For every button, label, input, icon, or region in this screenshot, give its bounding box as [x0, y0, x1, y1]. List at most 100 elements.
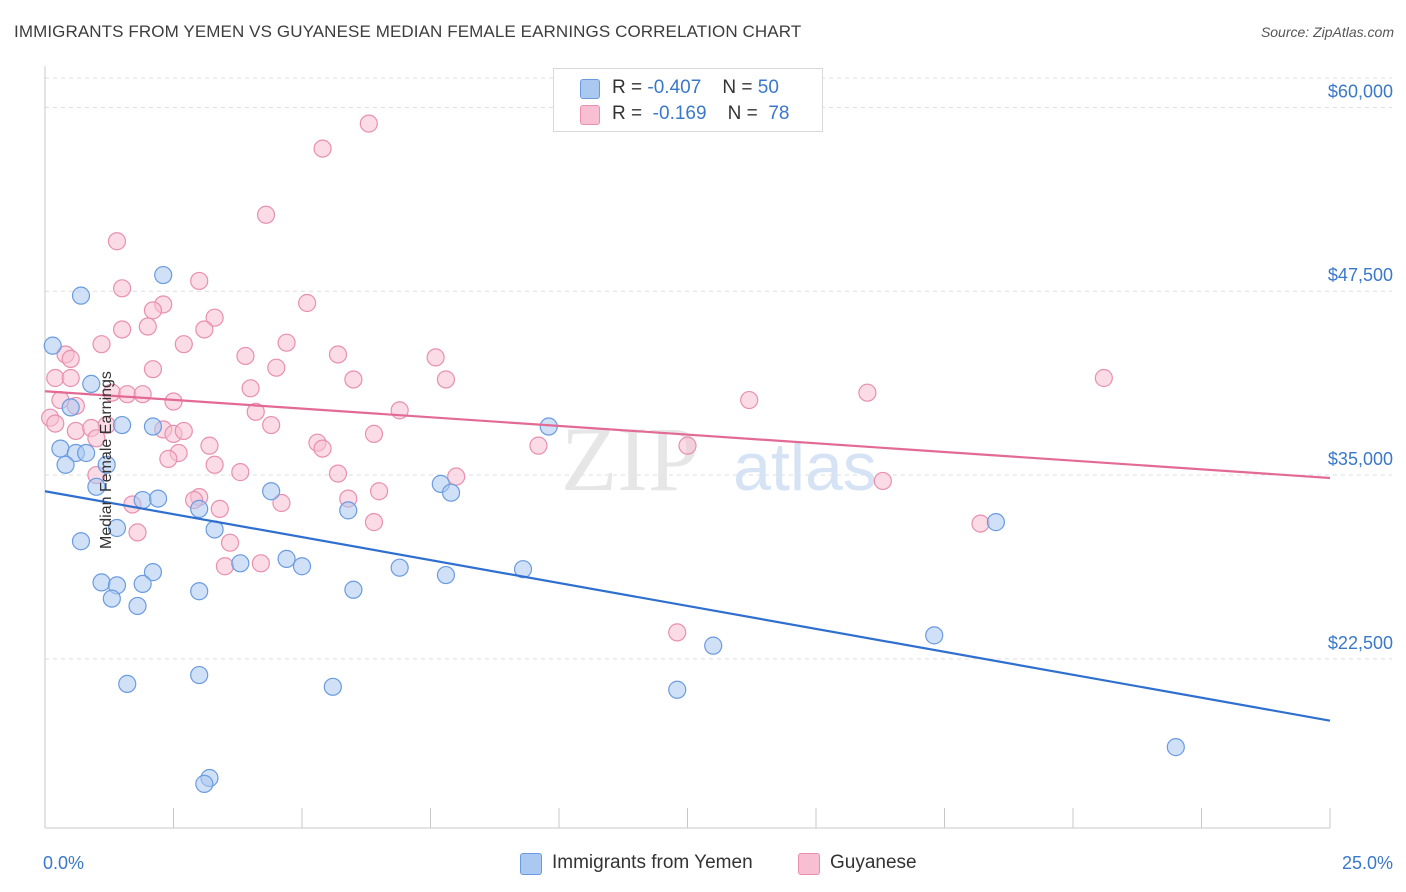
yemen-points — [43, 265, 1185, 793]
guyanese-point — [205, 455, 224, 474]
yemen-point — [143, 563, 163, 582]
guyanese-point — [298, 293, 317, 313]
yemen-point — [344, 580, 363, 599]
guyanese-point — [215, 557, 234, 576]
yemen-point — [61, 398, 80, 417]
yemen-point — [92, 573, 111, 592]
guyanese-point — [344, 370, 363, 389]
axes — [44, 66, 1331, 829]
watermark-zip: ZIP — [561, 408, 699, 510]
yemen-point — [82, 374, 101, 393]
guyanese-point — [447, 467, 466, 486]
guyanese-point — [61, 368, 80, 388]
source-label: Source: ZipAtlas.com — [1260, 24, 1394, 40]
yemen-point — [262, 482, 281, 501]
y-tick-label: $60,000 — [1328, 81, 1393, 101]
guyanese-point — [668, 623, 687, 642]
yemen-point — [154, 265, 173, 285]
yemen-point — [986, 513, 1006, 532]
yemen-point — [231, 554, 250, 573]
guyanese-point — [128, 523, 147, 542]
guyanese-point — [190, 271, 209, 291]
chart-title: IMMIGRANTS FROM YEMEN VS GUYANESE MEDIAN… — [14, 22, 802, 41]
y-tick-label: $35,000 — [1328, 449, 1393, 469]
yemen-point — [339, 501, 358, 520]
guyanese-point — [436, 370, 456, 389]
guyanese-point — [313, 439, 332, 458]
yemen-point — [436, 565, 456, 585]
yemen-point — [128, 596, 147, 616]
legend-r-label: R = — [612, 77, 643, 98]
yemen-point — [118, 674, 137, 693]
y-axis-label: Median Female Earnings — [97, 371, 115, 549]
guyanese-point — [87, 429, 106, 448]
x-tick-label: 25.0% — [1342, 853, 1393, 873]
guyanese-point — [174, 421, 193, 441]
guyanese-points — [41, 114, 1113, 642]
guyanese-point — [359, 114, 378, 133]
yemen-point — [190, 665, 209, 685]
guyanese-point — [210, 499, 229, 518]
guyanese-point — [370, 482, 389, 501]
guyanese-point — [92, 335, 111, 354]
guyanese-point — [107, 232, 127, 251]
legend-swatch-blue — [580, 79, 600, 99]
guyanese-point — [1094, 368, 1113, 388]
bottom-legend-swatch-pink — [798, 853, 820, 875]
yemen-point — [143, 417, 163, 436]
guyanese-trend-line — [44, 390, 1331, 480]
yemen-point — [148, 489, 168, 508]
yemen-point — [390, 558, 409, 577]
guyanese-point — [195, 320, 214, 339]
yemen-trend-line — [44, 490, 1331, 722]
yemen-point — [704, 636, 723, 655]
legend-r-value-guyanese: -0.169 — [652, 103, 707, 124]
yemen-point — [133, 490, 152, 510]
guyanese-point — [678, 436, 697, 455]
tick-labels: $22,500 $35,000 $47,500 $60,000 0.0% 25.0% — [43, 81, 1393, 873]
y-tick-label: $22,500 — [1328, 633, 1393, 653]
guyanese-point — [112, 279, 132, 298]
yemen-point — [87, 477, 106, 496]
trend-lines — [44, 390, 1331, 722]
guyanese-point — [236, 346, 255, 366]
guyanese-point — [267, 358, 286, 377]
yemen-point — [1166, 738, 1185, 757]
yemen-point — [195, 774, 214, 793]
legend-r-label: R = — [612, 103, 643, 124]
yemen-point — [133, 574, 152, 593]
yemen-point — [56, 455, 75, 474]
guyanese-point — [174, 335, 193, 354]
guyanese-point — [256, 205, 276, 224]
y-tick-label: $47,500 — [1328, 265, 1393, 285]
yemen-point — [441, 483, 461, 502]
guyanese-point — [143, 301, 163, 320]
guyanese-point — [46, 414, 65, 433]
guyanese-point — [426, 348, 445, 367]
guyanese-point — [364, 424, 384, 443]
guyanese-point — [251, 554, 270, 573]
guyanese-point — [328, 464, 348, 483]
guyanese-point — [364, 513, 384, 532]
guyanese-point — [231, 463, 250, 482]
bottom-legend-label-guyanese: Guyanese — [830, 852, 917, 873]
guyanese-point — [205, 308, 224, 327]
legend-n-label: N = — [722, 77, 753, 98]
yemen-point — [107, 518, 127, 538]
guyanese-point — [133, 385, 152, 404]
guyanese-point — [118, 385, 137, 404]
guyanese-point — [138, 317, 157, 336]
guyanese-point — [220, 533, 240, 552]
guyanese-point — [66, 421, 85, 441]
correlation-legend: R = -0.407 N = 50 R = -0.169 N = 78 — [553, 68, 823, 132]
yemen-point — [190, 499, 209, 518]
yemen-point — [668, 680, 687, 699]
x-tick-label: 0.0% — [43, 853, 84, 873]
guyanese-point — [873, 471, 892, 491]
legend-n-label: N = — [727, 103, 758, 124]
guyanese-point — [328, 345, 348, 364]
guyanese-point — [159, 449, 178, 468]
guyanese-point — [277, 333, 296, 352]
guyanese-point — [971, 514, 990, 533]
